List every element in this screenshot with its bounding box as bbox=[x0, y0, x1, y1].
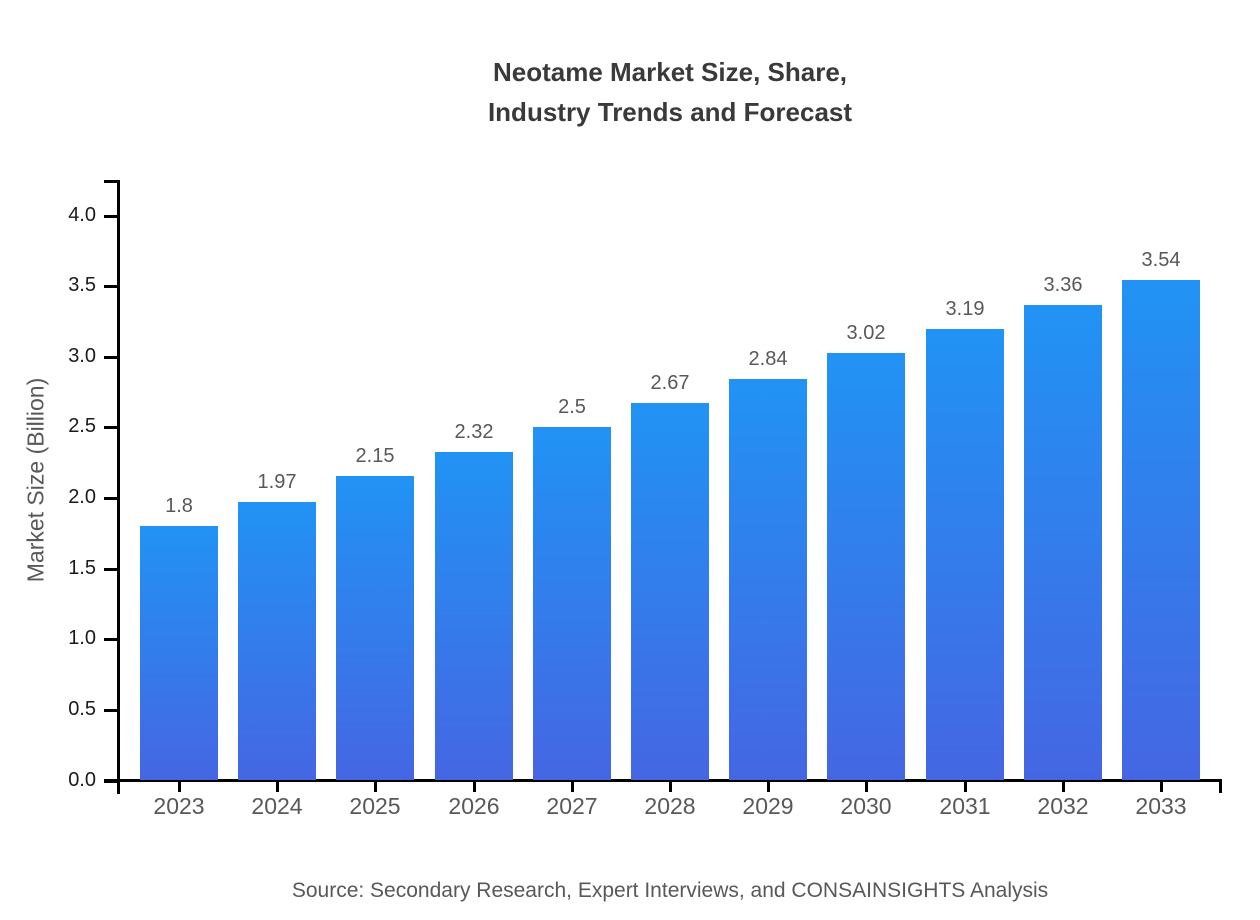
x-tick-label: 2030 bbox=[840, 793, 892, 819]
bar-value-label: 3.02 bbox=[846, 322, 886, 344]
x-tick-label: 2028 bbox=[644, 793, 696, 819]
y-tick-label: 3.0 bbox=[68, 345, 96, 367]
y-tick-label: 3.5 bbox=[68, 274, 96, 296]
y-tick-label: 2.0 bbox=[68, 486, 96, 508]
x-axis-spine bbox=[104, 779, 1222, 782]
y-tick bbox=[104, 215, 118, 218]
x-tick-label: 2027 bbox=[546, 793, 598, 819]
chart-title: Neotame Market Size, Share, Industry Tre… bbox=[118, 52, 1222, 132]
y-tick bbox=[104, 780, 118, 783]
y-axis-title: Market Size (Billion) bbox=[22, 377, 49, 583]
x-tick bbox=[964, 782, 967, 792]
chart-title-line-1: Neotame Market Size, Share, bbox=[492, 57, 848, 87]
x-tick bbox=[865, 782, 868, 792]
x-tick bbox=[571, 782, 574, 792]
x-tick bbox=[178, 782, 181, 792]
bar-2028 bbox=[631, 403, 709, 780]
x-tick-label: 2026 bbox=[448, 793, 500, 819]
bar-2031 bbox=[926, 329, 1004, 780]
x-tick bbox=[1160, 782, 1163, 792]
x-tick bbox=[669, 782, 672, 792]
bar-value-label: 2.15 bbox=[355, 445, 395, 467]
y-tick-label: 0.0 bbox=[68, 769, 96, 791]
x-tick-label: 2025 bbox=[349, 793, 401, 819]
chart-title-line-2: Industry Trends and Forecast bbox=[487, 97, 853, 127]
bar-2023 bbox=[140, 526, 218, 780]
x-tick bbox=[767, 782, 770, 792]
x-tick-label: 2033 bbox=[1135, 793, 1187, 819]
y-tick bbox=[104, 356, 118, 359]
y-tick bbox=[104, 285, 118, 288]
x-tick-label: 2029 bbox=[742, 793, 794, 819]
bar-value-label: 2.32 bbox=[454, 421, 494, 443]
bar-value-label: 3.36 bbox=[1043, 274, 1083, 296]
x-tick bbox=[473, 782, 476, 792]
y-axis-spine bbox=[117, 180, 120, 794]
bar-2032 bbox=[1024, 305, 1102, 780]
bar-value-label: 1.97 bbox=[257, 471, 297, 493]
y-tick-label: 2.5 bbox=[68, 415, 96, 437]
y-tick bbox=[104, 709, 118, 712]
y-tick bbox=[104, 497, 118, 500]
bar-2026 bbox=[435, 452, 513, 780]
bar-value-label: 3.54 bbox=[1141, 249, 1181, 271]
y-tick bbox=[104, 568, 118, 571]
bar-value-label: 2.84 bbox=[748, 348, 788, 370]
bar-2024 bbox=[238, 502, 316, 780]
y-tick-label: 0.5 bbox=[68, 698, 96, 720]
x-axis-right-cap bbox=[1219, 779, 1222, 793]
x-tick-label: 2032 bbox=[1037, 793, 1089, 819]
y-tick-label: 1.0 bbox=[68, 627, 96, 649]
x-tick bbox=[1062, 782, 1065, 792]
bar-2033 bbox=[1122, 280, 1200, 780]
y-axis-top-cap bbox=[104, 180, 118, 183]
bar-2029 bbox=[729, 379, 807, 780]
x-tick-label: 2023 bbox=[153, 793, 205, 819]
x-tick bbox=[374, 782, 377, 792]
x-tick-label: 2031 bbox=[939, 793, 991, 819]
y-tick-label: 1.5 bbox=[68, 557, 96, 579]
x-tick bbox=[276, 782, 279, 792]
y-tick-label: 4.0 bbox=[68, 204, 96, 226]
bar-2025 bbox=[336, 476, 414, 780]
x-tick-label: 2024 bbox=[251, 793, 303, 819]
bar-2030 bbox=[827, 353, 905, 780]
source-attribution: Source: Secondary Research, Expert Inter… bbox=[291, 879, 1049, 902]
y-tick bbox=[104, 638, 118, 641]
bar-value-label: 3.19 bbox=[945, 298, 985, 320]
bar-value-label: 1.8 bbox=[165, 495, 193, 517]
bar-value-label: 2.5 bbox=[558, 396, 586, 418]
y-tick bbox=[104, 426, 118, 429]
bar-2027 bbox=[533, 427, 611, 780]
bar-value-label: 2.67 bbox=[650, 372, 690, 394]
